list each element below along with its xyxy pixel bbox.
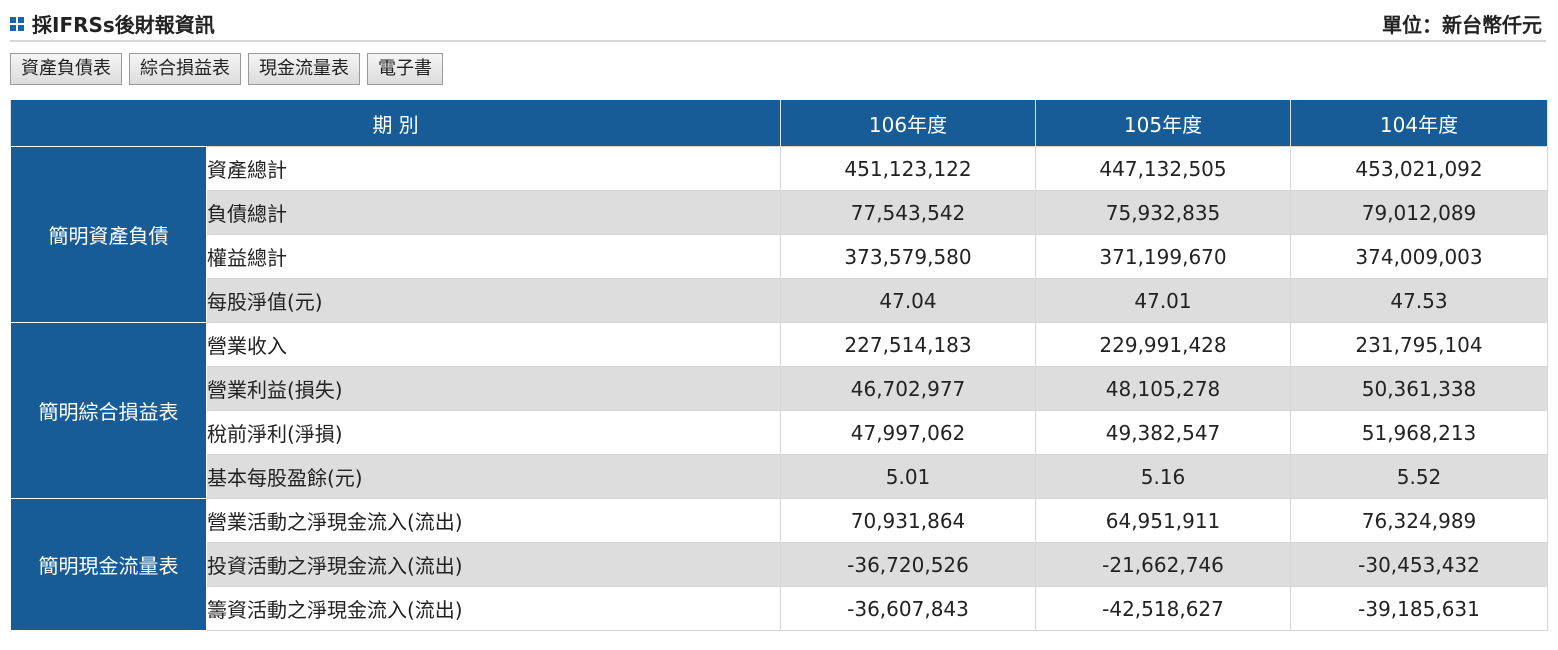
table-row: 籌資活動之淨現金流入(流出) -36,607,843 -42,518,627 -39,… [11, 586, 1549, 631]
row-label: 基本每股盈餘(元) [205, 454, 782, 499]
tab-income-statement[interactable]: 綜合損益表 [129, 53, 241, 85]
value-cell: 231,795,104 [1290, 322, 1549, 367]
section-header: 採IFRSs後財報資訊 單位：新台幣仟元 [10, 6, 1546, 42]
value-cell: 46,702,977 [780, 366, 1037, 411]
row-label: 投資活動之淨現金流入(流出) [205, 542, 782, 587]
value-cell: 50,361,338 [1290, 366, 1549, 411]
row-label: 權益總計 [205, 234, 782, 279]
value-cell: 451,123,122 [780, 146, 1037, 191]
table-row: 稅前淨利(淨損) 47,997,062 49,382,547 51,968,213 [11, 410, 1549, 455]
table-row: 營業利益(損失) 46,702,977 48,105,278 50,361,338 [11, 366, 1549, 411]
group-label: 簡明綜合損益表 [10, 322, 207, 499]
value-cell: -21,662,746 [1035, 542, 1292, 587]
statement-tabs: 資產負債表 綜合損益表 現金流量表 電子書 [10, 53, 443, 85]
grid-icon [10, 16, 24, 31]
financial-table: 期 別 106年度 105年度 104年度 簡明資產負債 資產總計 451,123,… [9, 100, 1549, 631]
table-row: 權益總計 373,579,580 371,199,670 374,009,003 [11, 234, 1549, 279]
table-body: 簡明資產負債 資產總計 451,123,122 447,132,505 453,021,… [10, 146, 1549, 631]
value-cell: -36,607,843 [780, 586, 1037, 631]
value-cell: 47,997,062 [780, 410, 1037, 455]
table-row: 簡明資產負債 資產總計 451,123,122 447,132,505 453,021,… [10, 146, 1549, 323]
value-cell: 79,012,089 [1290, 190, 1549, 235]
table-row: 負債總計 77,543,542 75,932,835 79,012,089 [11, 190, 1549, 235]
table-row: 簡明綜合損益表 營業收入 227,514,183 229,991,428 231,795… [10, 322, 1549, 499]
year-header: 106年度 [780, 100, 1037, 147]
value-cell: -30,453,432 [1290, 542, 1549, 587]
value-cell: 76,324,989 [1290, 498, 1549, 543]
value-cell: 5.01 [780, 454, 1037, 499]
title-wrap: 採IFRSs後財報資訊 [10, 9, 215, 38]
tab-balance-sheet[interactable]: 資產負債表 [10, 53, 122, 85]
value-cell: 371,199,670 [1035, 234, 1292, 279]
year-header: 105年度 [1035, 100, 1292, 147]
table-row: 基本每股盈餘(元) 5.01 5.16 5.52 [11, 454, 1549, 499]
row-label: 每股淨值(元) [205, 278, 782, 323]
table-header-row: 期 別 106年度 105年度 104年度 [9, 100, 1549, 147]
value-cell: 227,514,183 [780, 322, 1037, 367]
value-cell: 453,021,092 [1290, 146, 1549, 191]
value-cell: -39,185,631 [1290, 586, 1549, 631]
value-cell: 51,968,213 [1290, 410, 1549, 455]
value-cell: 5.16 [1035, 454, 1292, 499]
value-cell: 49,382,547 [1035, 410, 1292, 455]
tab-cash-flow[interactable]: 現金流量表 [248, 53, 360, 85]
table-row: 投資活動之淨現金流入(流出) -36,720,526 -21,662,746 -30,… [11, 542, 1549, 587]
value-cell: 374,009,003 [1290, 234, 1549, 279]
value-cell: 75,932,835 [1035, 190, 1292, 235]
value-cell: -42,518,627 [1035, 586, 1292, 631]
group-label: 簡明資產負債 [10, 146, 207, 323]
value-cell: 5.52 [1290, 454, 1549, 499]
value-cell: 47.01 [1035, 278, 1292, 323]
value-cell: -36,720,526 [780, 542, 1037, 587]
value-cell: 77,543,542 [780, 190, 1037, 235]
table-row: 簡明現金流量表 營業活動之淨現金流入(流出) 70,931,864 64,951,91… [10, 498, 1549, 631]
value-cell: 70,931,864 [780, 498, 1037, 543]
row-label: 營業活動之淨現金流入(流出) [205, 498, 782, 543]
row-label: 負債總計 [205, 190, 782, 235]
table-row: 每股淨值(元) 47.04 47.01 47.53 [11, 278, 1549, 323]
value-cell: 447,132,505 [1035, 146, 1292, 191]
value-cell: 373,579,580 [780, 234, 1037, 279]
row-label: 資產總計 [205, 146, 782, 191]
value-cell: 229,991,428 [1035, 322, 1292, 367]
row-label: 籌資活動之淨現金流入(流出) [205, 586, 782, 631]
tab-ebook[interactable]: 電子書 [367, 53, 443, 85]
value-cell: 47.04 [780, 278, 1037, 323]
row-label: 稅前淨利(淨損) [205, 410, 782, 455]
row-label: 營業收入 [205, 322, 782, 367]
value-cell: 48,105,278 [1035, 366, 1292, 411]
unit-label: 單位：新台幣仟元 [1382, 13, 1542, 37]
value-cell: 64,951,911 [1035, 498, 1292, 543]
group-label: 簡明現金流量表 [10, 498, 207, 631]
year-header: 104年度 [1290, 100, 1549, 147]
row-label: 營業利益(損失) [205, 366, 782, 411]
value-cell: 47.53 [1290, 278, 1549, 323]
period-header: 期 別 [9, 100, 782, 147]
section-title: 採IFRSs後財報資訊 [32, 13, 215, 37]
